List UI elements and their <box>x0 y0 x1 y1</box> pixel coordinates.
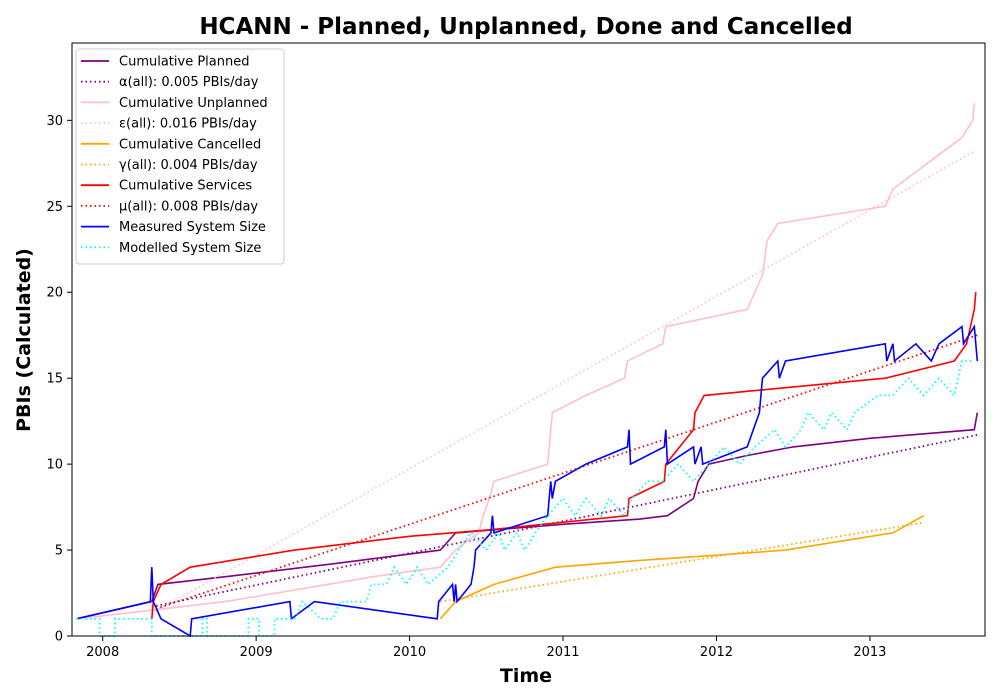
axis-ticks: 2008 2009 2010 2011 2012 2013 0 5 10 15 20 25 30 <box>46 114 886 660</box>
legend-label: ε(all): 0.016 PBIs/day <box>119 117 257 132</box>
y-tick-label: 15 <box>46 372 63 387</box>
y-tick-label: 20 <box>46 286 63 301</box>
x-tick-label: 2012 <box>700 645 733 660</box>
y-axis-label: PBIs (Calculated) <box>13 248 35 432</box>
series-line-all-0-004-pbis-day <box>440 521 924 603</box>
legend-label: Cumulative Planned <box>119 55 249 70</box>
legend-label: Cumulative Unplanned <box>119 96 268 111</box>
x-tick-label: 2008 <box>86 645 119 660</box>
legend-label: α(all): 0.005 PBIs/day <box>119 75 259 90</box>
chart-title: HCANN - Planned, Unplanned, Done and Can… <box>199 14 852 40</box>
plot-area <box>76 103 979 638</box>
y-tick-label: 10 <box>46 458 63 473</box>
legend-label: Cumulative Cancelled <box>119 137 261 152</box>
x-tick-label: 2009 <box>240 645 273 660</box>
legend-label: μ(all): 0.008 PBIs/day <box>119 199 258 214</box>
y-tick-label: 25 <box>46 200 63 215</box>
y-tick-label: 0 <box>55 630 63 645</box>
series-line-modelled-system-size <box>76 360 975 637</box>
legend-label: γ(all): 0.004 PBIs/day <box>119 158 258 173</box>
x-tick-label: 2011 <box>546 645 579 660</box>
legend-box <box>75 48 285 265</box>
series-line-all-0-005-pbis-day <box>151 434 978 608</box>
legend-label: Cumulative Services <box>119 179 252 194</box>
legend-label: Modelled System Size <box>119 241 261 256</box>
legend: Cumulative Planned α(all): 0.005 PBIs/day… <box>75 48 285 265</box>
y-tick-label: 5 <box>55 544 63 559</box>
x-axis-label: Time <box>500 665 552 687</box>
x-tick-label: 2013 <box>853 645 886 660</box>
y-tick-label: 30 <box>46 114 63 129</box>
x-tick-label: 2010 <box>393 645 426 660</box>
series-line-all-0-008-pbis-day <box>151 334 978 612</box>
series-line-cumulative-planned <box>76 412 979 620</box>
series-line-measured-system-size <box>76 324 979 638</box>
plot-frame <box>71 42 986 637</box>
series-line-cumulative-cancelled <box>439 515 924 620</box>
legend-label: Measured System Size <box>119 220 266 235</box>
series-line-cumulative-services <box>151 292 977 619</box>
series-line-cumulative-unplanned <box>76 103 976 620</box>
